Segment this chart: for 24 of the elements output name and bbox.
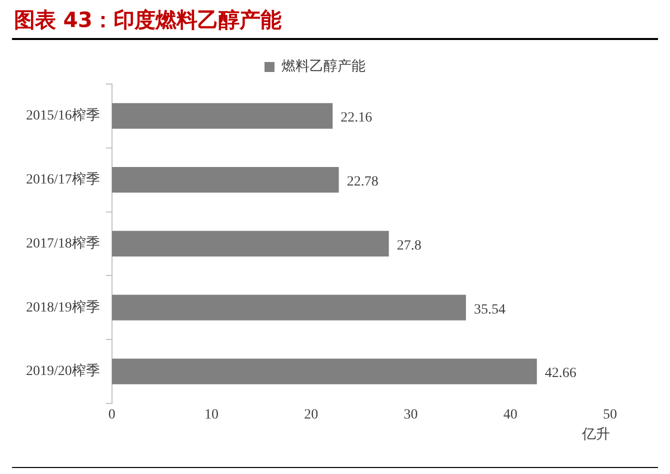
chart-title: 图表 43：印度燃料乙醇产能	[12, 0, 658, 40]
bar	[112, 103, 333, 129]
y-tick-label: 2018/19榨季	[26, 299, 100, 316]
x-tick-label: 20	[304, 407, 318, 422]
y-tick-label: 2016/17榨季	[26, 171, 100, 188]
x-tick-label: 50	[603, 407, 617, 422]
y-tick-label: 2019/20榨季	[26, 363, 100, 380]
bar	[112, 230, 389, 256]
data-label: 35.54	[474, 302, 506, 318]
data-label: 27.8	[396, 238, 422, 254]
legend-label: 燃料乙醇产能	[282, 58, 366, 75]
x-tick-label: 10	[204, 407, 219, 422]
x-tick-label: 0	[108, 407, 116, 422]
x-tick-label: 30	[404, 407, 418, 422]
bar	[112, 167, 339, 193]
data-label: 42.66	[544, 366, 576, 382]
x-tick-label: 40	[503, 407, 518, 422]
bar	[112, 294, 466, 320]
x-axis-title: 亿升	[581, 426, 610, 442]
y-tick-label: 2015/16榨季	[26, 108, 100, 124]
bar	[112, 358, 537, 384]
data-label: 22.78	[346, 174, 378, 190]
y-tick-label: 2017/18榨季	[26, 235, 100, 252]
data-label: 22.16	[340, 110, 372, 126]
